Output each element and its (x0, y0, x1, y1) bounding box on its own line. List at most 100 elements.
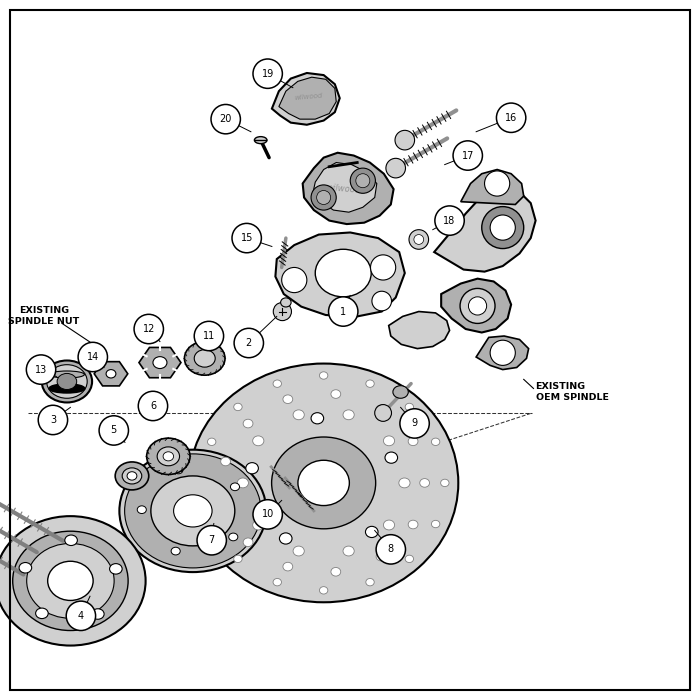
Ellipse shape (50, 371, 85, 378)
Ellipse shape (120, 449, 266, 572)
Ellipse shape (319, 372, 328, 379)
Polygon shape (476, 336, 528, 370)
Ellipse shape (57, 373, 77, 389)
Ellipse shape (365, 526, 378, 538)
Circle shape (66, 601, 96, 631)
Polygon shape (279, 77, 336, 119)
Circle shape (490, 215, 515, 240)
Polygon shape (389, 312, 449, 349)
Ellipse shape (408, 437, 418, 446)
Ellipse shape (273, 380, 281, 387)
Ellipse shape (408, 520, 418, 528)
Text: wilwood: wilwood (326, 183, 360, 195)
Ellipse shape (153, 356, 167, 368)
Ellipse shape (431, 438, 440, 445)
Ellipse shape (230, 483, 239, 491)
Circle shape (435, 206, 464, 235)
Polygon shape (313, 162, 377, 212)
Circle shape (350, 168, 375, 193)
Text: 14: 14 (87, 352, 99, 362)
Polygon shape (302, 153, 393, 224)
Circle shape (134, 314, 164, 344)
Ellipse shape (106, 370, 116, 378)
Circle shape (281, 267, 307, 293)
Ellipse shape (384, 436, 395, 446)
Ellipse shape (50, 384, 85, 393)
Circle shape (490, 340, 515, 365)
Ellipse shape (384, 520, 395, 530)
Ellipse shape (158, 447, 179, 466)
Text: wilwood: wilwood (294, 92, 323, 101)
Text: 19: 19 (262, 69, 274, 78)
Text: 10: 10 (262, 510, 274, 519)
Polygon shape (139, 347, 181, 378)
Circle shape (395, 130, 414, 150)
Ellipse shape (283, 395, 293, 403)
Ellipse shape (194, 350, 215, 367)
Circle shape (376, 535, 405, 564)
Circle shape (99, 416, 129, 445)
Circle shape (38, 405, 68, 435)
Circle shape (139, 391, 167, 421)
Text: 16: 16 (505, 113, 517, 122)
Polygon shape (461, 169, 524, 204)
Text: 3: 3 (50, 415, 56, 425)
Ellipse shape (163, 452, 174, 461)
Ellipse shape (319, 587, 328, 594)
Ellipse shape (253, 436, 264, 446)
Circle shape (453, 141, 482, 170)
Ellipse shape (366, 380, 375, 387)
Ellipse shape (125, 454, 261, 568)
Ellipse shape (393, 386, 408, 398)
Ellipse shape (311, 413, 323, 424)
Circle shape (211, 104, 240, 134)
Circle shape (253, 59, 282, 88)
Text: 20: 20 (220, 114, 232, 124)
Ellipse shape (440, 480, 449, 486)
Text: 2: 2 (246, 338, 252, 348)
Ellipse shape (47, 365, 88, 398)
Circle shape (273, 302, 291, 321)
Ellipse shape (298, 461, 349, 505)
Circle shape (232, 223, 261, 253)
Ellipse shape (0, 516, 146, 645)
Text: 9: 9 (412, 419, 418, 428)
Ellipse shape (13, 531, 128, 631)
Text: 6: 6 (150, 401, 156, 411)
Ellipse shape (27, 543, 114, 618)
Ellipse shape (207, 520, 216, 528)
Ellipse shape (279, 533, 292, 544)
Ellipse shape (283, 562, 293, 571)
Ellipse shape (405, 403, 414, 411)
Ellipse shape (92, 609, 104, 620)
Circle shape (370, 255, 395, 280)
Ellipse shape (171, 547, 180, 555)
Ellipse shape (253, 520, 264, 530)
Circle shape (496, 103, 526, 132)
Ellipse shape (127, 472, 137, 480)
Ellipse shape (405, 555, 414, 563)
Circle shape (311, 185, 336, 210)
Circle shape (253, 500, 282, 529)
Ellipse shape (246, 463, 258, 474)
Polygon shape (275, 232, 405, 316)
Ellipse shape (331, 568, 341, 576)
Ellipse shape (234, 403, 242, 411)
Ellipse shape (243, 538, 253, 547)
Text: 17: 17 (461, 150, 474, 160)
Ellipse shape (122, 468, 142, 484)
Ellipse shape (331, 390, 341, 398)
Circle shape (194, 321, 223, 351)
Circle shape (468, 297, 486, 315)
Text: 18: 18 (443, 216, 456, 225)
Text: 4: 4 (78, 611, 84, 621)
Polygon shape (272, 73, 340, 125)
Ellipse shape (198, 480, 206, 486)
Ellipse shape (220, 500, 230, 509)
Ellipse shape (48, 561, 93, 601)
Circle shape (197, 526, 226, 555)
Text: 5: 5 (111, 426, 117, 435)
Text: 1: 1 (340, 307, 346, 316)
Ellipse shape (174, 495, 212, 527)
Text: EXISTING
OEM SPINDLE: EXISTING OEM SPINDLE (536, 382, 608, 402)
